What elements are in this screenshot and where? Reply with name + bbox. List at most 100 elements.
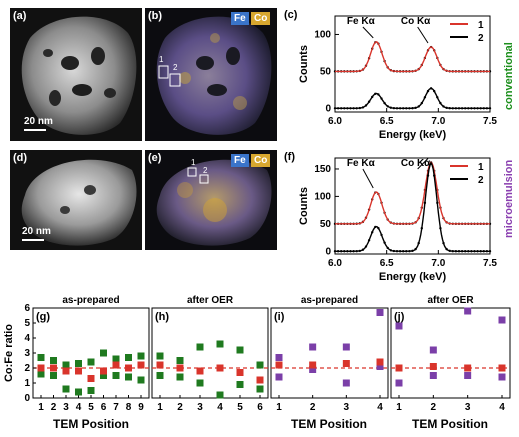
panel-label: (f) [284,151,295,163]
purple-low-point [309,366,317,373]
y-axis-label: Counts [298,45,310,83]
y-tick-label: 100 [314,191,331,202]
roi-label-2: 2 [173,63,178,72]
haadf-image-a: (a) 20 nm [10,8,142,141]
y-tick-label: 5 [24,318,30,329]
green-low-point [37,370,45,378]
purple-low-point [429,372,437,379]
spectrum-chart-c: 6.0 6.5 7.0 7.5 0 50 100 Energy (keV) Counts 1 2 Fe… [284,9,497,141]
x-axis-label: Energy (keV) [379,129,447,141]
peak-arrow-fe [362,26,374,39]
green-low-point [87,387,95,394]
purple-high-point [464,307,472,315]
ratio-point [275,361,283,369]
x-tick-label: 6.5 [380,116,394,127]
x-tick-label: 2 [310,402,316,413]
purple-low-point [275,373,283,381]
eds-map-b: (b) 1 2 Fe Co [145,8,277,141]
x-tick-label: 3 [63,402,69,413]
ratio-point [498,364,506,372]
x-tick-label: 9 [138,402,144,413]
side-label-microemulsion: microemulsion [503,159,515,238]
spectrum-line-2 [335,162,490,252]
green-low-point [125,373,132,381]
green-low-point [112,372,120,379]
purple-high-point [376,309,384,316]
x-tick-label: 6 [257,402,263,413]
panel-header-h: after OER [187,295,234,306]
panel-frame-g [32,307,150,399]
y-tick-label: 0 [24,393,30,404]
ratio-point [309,361,317,369]
green-low-point [256,385,264,393]
x-axis-label: TEM Position [412,417,488,431]
ratio-point [37,364,45,372]
peak-label-fe: Fe Kα [347,16,376,27]
scale-bar-label: 20 nm [22,226,51,237]
purple-high-point [309,343,317,351]
haadf-image-d: (d) 20 nm [10,150,142,250]
ratio-point [100,367,107,375]
x-tick-label: 7 [113,402,119,413]
panel-header-g: as-prepared [62,295,119,306]
x-tick-label: 6.5 [380,258,394,269]
legend-label-1: 1 [478,20,484,31]
green-high-point [50,357,57,364]
y-tick-label: 50 [320,66,332,77]
ratio-point [62,367,70,375]
panel-header-j: after OER [427,295,474,306]
green-low-point [236,381,244,388]
ratio-point [395,364,403,372]
green-low-point [216,391,224,399]
peak-label-fe: Fe Kα [347,158,376,169]
legend-label-1: 1 [478,162,484,173]
panel-frame-j [390,307,511,399]
green-low-point [62,385,70,393]
panel-label-b: (b) [148,10,163,22]
legend-co: Co [251,154,271,167]
purple-high-point [498,316,506,324]
x-tick-label: 4 [499,402,505,413]
x-tick-label: 7.0 [431,258,445,269]
particle-image-a [10,8,142,141]
green-high-point [112,355,120,363]
y-tick-label: 150 [314,164,331,175]
green-high-point [75,360,82,367]
ratio-point [50,364,57,372]
ratio-point [342,360,350,367]
peak-arrow-co [417,158,429,170]
panel-label: (c) [284,9,298,21]
ratio-point [216,364,224,372]
ratio-point [176,364,184,372]
legend-label-2: 2 [478,33,484,44]
purple-low-point [498,373,506,381]
x-tick-label: 5 [237,402,243,413]
green-high-point [196,343,204,351]
plot-frame [334,15,491,113]
scale-bar [24,129,46,131]
x-tick-label: 7.5 [483,116,497,127]
panel-label-j: (j) [394,311,405,323]
x-tick-label: 2 [177,402,183,413]
ratio-point [196,367,204,375]
ratio-point [256,376,264,384]
scale-bar [22,239,44,241]
ratio-point [464,364,472,372]
peak-label-co: Co Kα [401,158,431,169]
x-tick-label: 5 [88,402,94,413]
legend-fe: Fe [231,154,249,167]
green-high-point [176,357,184,364]
panel-label-g: (g) [36,311,50,323]
plot-frame [334,157,491,255]
x-tick-label: 4 [76,402,82,413]
green-low-point [100,372,107,379]
ratio-point [125,364,132,372]
green-high-point [156,352,164,360]
ratio-point [376,358,384,366]
scale-bar-label: 20 nm [24,116,53,127]
legend-fe: Fe [231,12,249,25]
legend-label-2: 2 [478,175,484,186]
y-tick-label: 6 [24,303,30,314]
panel-header-i: as-prepared [301,295,358,306]
panel-label-d: (d) [13,152,28,164]
